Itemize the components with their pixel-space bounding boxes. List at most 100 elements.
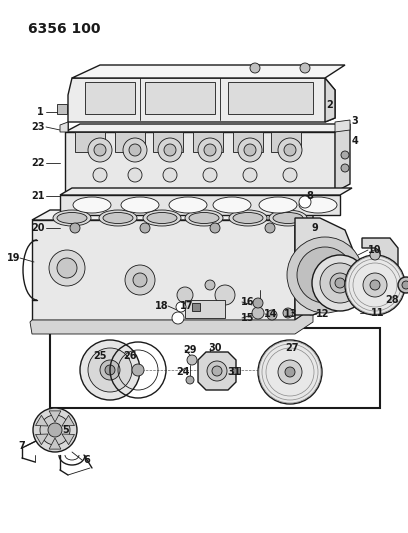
Bar xyxy=(233,132,263,152)
Circle shape xyxy=(172,312,184,324)
Bar xyxy=(228,82,313,114)
Circle shape xyxy=(93,168,107,182)
Bar xyxy=(271,132,301,152)
Polygon shape xyxy=(72,65,345,78)
Circle shape xyxy=(299,196,311,208)
Circle shape xyxy=(105,365,115,375)
Circle shape xyxy=(204,144,216,156)
Text: 26: 26 xyxy=(123,351,137,361)
Text: 31: 31 xyxy=(227,367,241,377)
Ellipse shape xyxy=(73,197,111,213)
Circle shape xyxy=(341,164,349,172)
Polygon shape xyxy=(30,308,313,334)
Bar xyxy=(185,300,225,318)
Circle shape xyxy=(267,310,277,320)
Ellipse shape xyxy=(229,210,267,226)
Circle shape xyxy=(94,144,106,156)
Polygon shape xyxy=(35,415,48,426)
Text: 19: 19 xyxy=(7,253,21,263)
Ellipse shape xyxy=(121,197,159,213)
Circle shape xyxy=(345,255,405,315)
Text: 16: 16 xyxy=(241,297,255,307)
Ellipse shape xyxy=(53,210,91,226)
Circle shape xyxy=(370,250,380,260)
Text: 25: 25 xyxy=(93,351,107,361)
Circle shape xyxy=(33,408,77,452)
Circle shape xyxy=(250,63,260,73)
Text: 8: 8 xyxy=(306,191,313,201)
Bar xyxy=(85,82,135,114)
Text: 6356 100: 6356 100 xyxy=(28,22,100,36)
Ellipse shape xyxy=(103,213,133,223)
Polygon shape xyxy=(335,120,350,132)
Bar xyxy=(192,303,200,311)
Text: 30: 30 xyxy=(208,343,222,353)
Polygon shape xyxy=(362,238,398,270)
Text: 15: 15 xyxy=(241,313,255,323)
Circle shape xyxy=(253,298,263,308)
Polygon shape xyxy=(60,195,340,215)
Circle shape xyxy=(283,168,297,182)
Circle shape xyxy=(100,360,120,380)
Ellipse shape xyxy=(213,197,251,213)
Ellipse shape xyxy=(269,210,307,226)
Text: 12: 12 xyxy=(316,309,330,319)
Circle shape xyxy=(244,144,256,156)
Text: 6: 6 xyxy=(84,455,91,465)
Polygon shape xyxy=(60,122,68,132)
Circle shape xyxy=(163,168,177,182)
Polygon shape xyxy=(62,434,75,445)
Circle shape xyxy=(128,168,142,182)
Circle shape xyxy=(402,281,408,289)
Circle shape xyxy=(187,355,197,365)
Polygon shape xyxy=(325,78,335,122)
Polygon shape xyxy=(62,415,75,426)
Circle shape xyxy=(132,364,144,376)
Circle shape xyxy=(278,360,302,384)
Bar xyxy=(145,82,215,114)
Circle shape xyxy=(207,361,227,381)
Circle shape xyxy=(164,144,176,156)
Text: 27: 27 xyxy=(285,343,299,353)
Bar xyxy=(75,132,105,152)
Ellipse shape xyxy=(169,197,207,213)
Circle shape xyxy=(320,263,360,303)
Text: 21: 21 xyxy=(31,191,45,201)
Circle shape xyxy=(125,265,155,295)
Circle shape xyxy=(176,302,186,312)
Circle shape xyxy=(205,280,215,290)
Circle shape xyxy=(210,223,220,233)
Bar xyxy=(115,132,145,152)
Polygon shape xyxy=(65,132,335,192)
Circle shape xyxy=(312,255,368,311)
Polygon shape xyxy=(49,411,61,422)
Text: 1: 1 xyxy=(37,107,43,117)
Text: 24: 24 xyxy=(176,367,190,377)
Polygon shape xyxy=(50,310,380,408)
Polygon shape xyxy=(49,438,61,449)
Text: 23: 23 xyxy=(31,122,45,132)
Text: 29: 29 xyxy=(183,345,197,355)
Circle shape xyxy=(70,223,80,233)
Polygon shape xyxy=(295,210,313,320)
Text: 7: 7 xyxy=(19,441,25,451)
Text: 5: 5 xyxy=(62,425,69,435)
Circle shape xyxy=(243,168,257,182)
Circle shape xyxy=(158,138,182,162)
Text: 10: 10 xyxy=(368,245,382,255)
Circle shape xyxy=(297,247,353,303)
Ellipse shape xyxy=(299,197,337,213)
Polygon shape xyxy=(65,124,350,132)
Circle shape xyxy=(238,138,262,162)
Polygon shape xyxy=(60,188,352,195)
Circle shape xyxy=(129,144,141,156)
Text: 4: 4 xyxy=(352,136,358,146)
Circle shape xyxy=(203,168,217,182)
Ellipse shape xyxy=(99,210,137,226)
Circle shape xyxy=(57,258,77,278)
Text: 17: 17 xyxy=(180,301,194,311)
Bar xyxy=(232,367,240,374)
Circle shape xyxy=(133,273,147,287)
Text: 9: 9 xyxy=(312,223,318,233)
Ellipse shape xyxy=(147,213,177,223)
